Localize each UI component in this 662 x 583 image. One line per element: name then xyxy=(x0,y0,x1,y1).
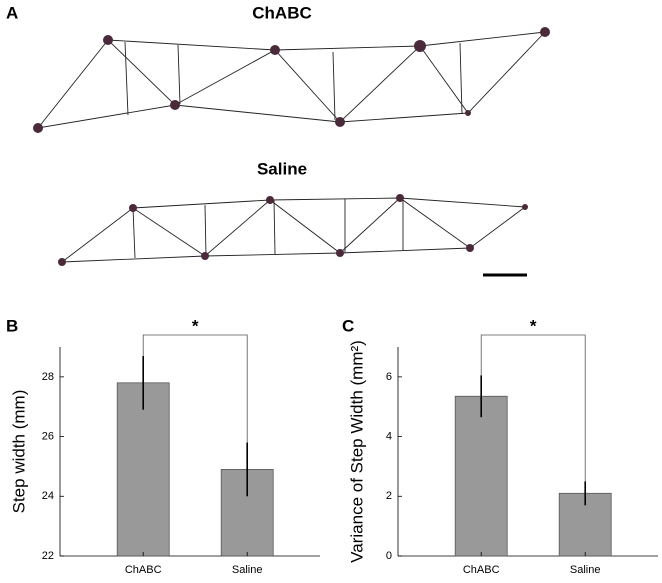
y-tick-label: 6 xyxy=(386,371,392,383)
significance-star: * xyxy=(192,316,199,335)
gait-diagram xyxy=(37,31,546,263)
y-tick-label: 28 xyxy=(42,371,54,383)
y-tick-label: 24 xyxy=(42,490,54,502)
footprints xyxy=(33,27,550,266)
x-tick-label: ChABC xyxy=(125,564,162,576)
y-tick-label: 26 xyxy=(42,430,54,442)
panel-label: C xyxy=(342,316,354,335)
panel-title: Saline xyxy=(257,159,307,178)
y-axis-label: Variance of Step Width (mm²) xyxy=(347,340,366,563)
significance-bracket xyxy=(142,334,248,443)
panel-title: ChABC xyxy=(252,3,312,22)
x-tick-label: ChABC xyxy=(463,564,500,576)
y-tick-label: 4 xyxy=(386,430,392,442)
x-tick-label: Saline xyxy=(570,564,601,576)
bar xyxy=(454,395,508,557)
x-tick-label: Saline xyxy=(232,564,263,576)
y-tick-label: 22 xyxy=(42,550,54,562)
significance-bracket xyxy=(480,334,586,482)
y-tick-label: 0 xyxy=(386,550,392,562)
panel-label: B xyxy=(6,316,18,335)
panel-label: A xyxy=(6,3,18,22)
y-axis-label: Step width (mm) xyxy=(9,390,28,514)
y-tick-label: 2 xyxy=(386,490,392,502)
significance-star: * xyxy=(530,316,537,335)
